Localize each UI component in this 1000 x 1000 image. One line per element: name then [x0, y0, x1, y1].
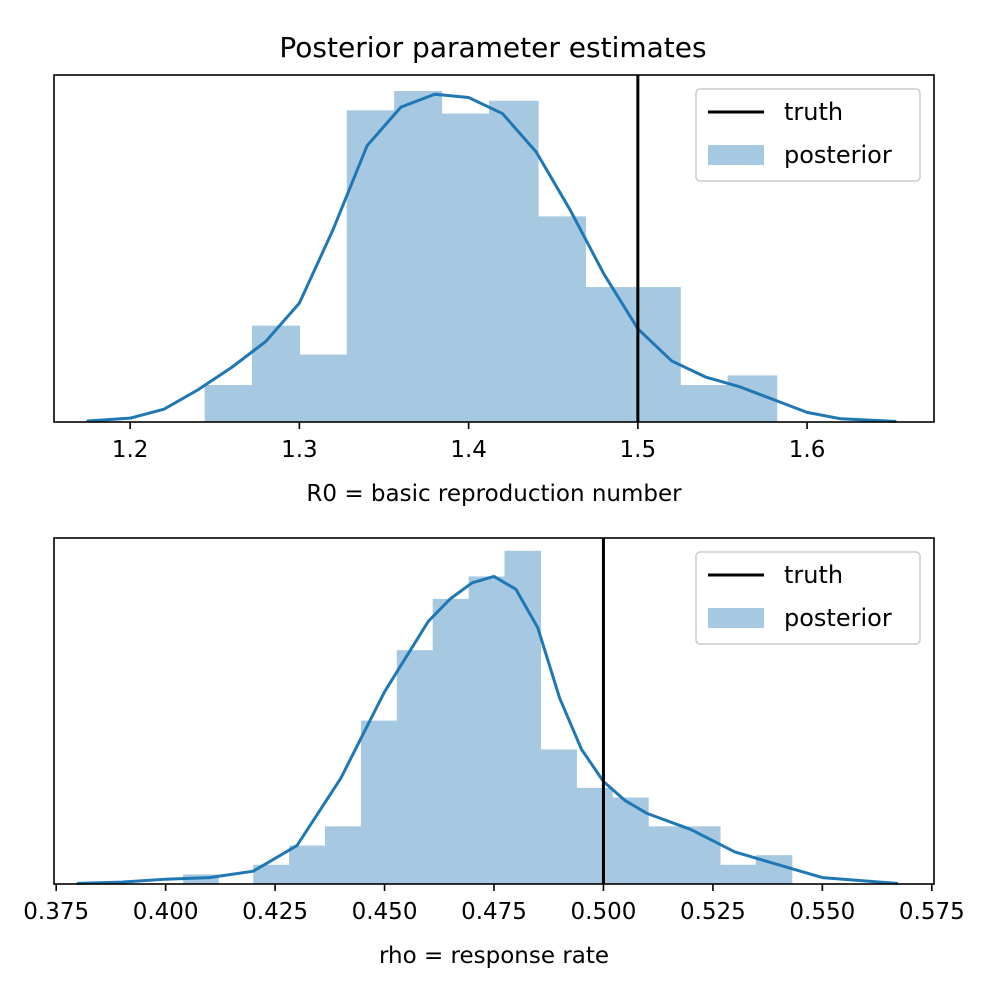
chart-0-bar-9: [632, 287, 681, 422]
chart-1-bar-7: [432, 598, 470, 884]
chart-1-xtick-label-6: 0.525: [680, 899, 746, 925]
chart-1-xtick-label-1: 0.400: [133, 899, 199, 925]
chart-1-xlabel: rho = response rate: [379, 943, 609, 969]
chart-0-bar-7: [538, 216, 586, 422]
chart-0-bar-5: [441, 113, 490, 422]
chart-1-xtick-label-0: 0.375: [23, 899, 89, 925]
chart-1-bar-5: [360, 720, 398, 884]
chart-1-kde-line: [76, 574, 899, 885]
chart-1-legend-posterior-label: posterior: [784, 604, 892, 632]
chart-1-legend: truth posterior: [695, 551, 921, 645]
chart-1-bar-8: [468, 576, 506, 884]
chart-1-bar-13: [648, 826, 685, 884]
chart-1-xtick-label-7: 0.550: [789, 899, 855, 925]
chart-0-bar-6: [488, 100, 539, 422]
chart-0-kde-line: [86, 92, 897, 423]
chart-0-bar-4: [394, 91, 443, 422]
chart-1-bar-3: [289, 845, 326, 884]
chart-1-xtick-label-4: 0.475: [461, 899, 527, 925]
chart-1-bar-15: [719, 864, 757, 884]
chart-0-bar-10: [680, 385, 729, 422]
chart-1-bar-2: [253, 864, 290, 884]
chart-0-bar-0: [204, 385, 253, 422]
chart-0-bar-1: [252, 325, 300, 422]
chart-0-legend-posterior-swatch: [708, 145, 764, 165]
chart-0-legend: truth posterior: [695, 88, 921, 182]
chart-0-xtick-label-4: 1.6: [789, 437, 826, 463]
chart-0-xtick-label-3: 1.5: [620, 437, 657, 463]
chart-1-xtick-label-8: 0.575: [899, 899, 965, 925]
chart-1-bar-9: [504, 550, 542, 884]
chart-0-xlabel: R0 = basic reproduction number: [306, 481, 682, 507]
chart-0-xtick-label-2: 1.4: [450, 437, 487, 463]
chart-1-bar-11: [576, 787, 613, 884]
chart-0-legend-posterior-label: posterior: [784, 141, 892, 169]
chart-0-bar-3: [346, 110, 395, 422]
chart-1-xtick-label-3: 0.450: [352, 899, 418, 925]
chart-1-bar-6: [396, 650, 434, 884]
chart-0-axes-frame: [53, 74, 935, 423]
chart-0-bar-2: [299, 354, 348, 422]
chart-1-legend-posterior-swatch: [708, 608, 764, 628]
chart-1-legend-truth-label: truth: [784, 561, 843, 589]
chart-0-legend-truth-label: truth: [784, 98, 843, 126]
figure-title: Posterior parameter estimates: [279, 31, 706, 64]
chart-1-bar-4: [325, 826, 362, 884]
chart-0-xtick-label-1: 1.3: [281, 437, 318, 463]
chart-1-xtick-label-2: 0.425: [242, 899, 308, 925]
chart-1-bar-10: [540, 749, 577, 884]
chart-1-xtick-label-5: 0.500: [571, 899, 637, 925]
r0-panel: 1.2 1.3 1.4 1.5 1.6 R0 = basic reproduction n…: [53, 74, 935, 507]
chart-0-xtick-label-0: 1.2: [112, 437, 149, 463]
rho-panel: 0.375 0.400 0.425 0.450 0.475 0.500 0.525 0.550…: [23, 537, 965, 969]
